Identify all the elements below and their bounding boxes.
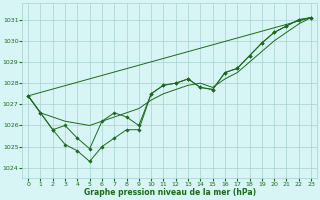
X-axis label: Graphe pression niveau de la mer (hPa): Graphe pression niveau de la mer (hPa): [84, 188, 256, 197]
